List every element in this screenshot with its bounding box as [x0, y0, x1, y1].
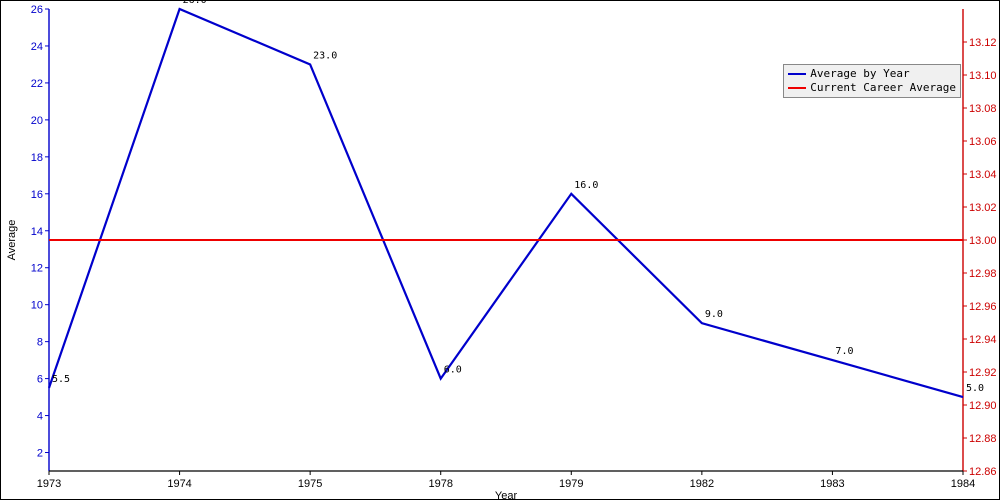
- y-left-tick-label: 24: [31, 41, 43, 53]
- x-tick-label: 1984: [951, 478, 975, 490]
- chart-container: 246810121416182022242612.8612.8812.9012.…: [0, 0, 1000, 500]
- data-point-label: 23.0: [313, 50, 337, 61]
- y-right-tick-label: 13.06: [969, 136, 997, 148]
- y-left-tick-label: 4: [37, 411, 43, 423]
- y-right-tick-label: 12.90: [969, 400, 997, 412]
- x-tick-label: 1983: [820, 478, 844, 490]
- x-tick-label: 1973: [37, 478, 61, 490]
- y-left-axis-title: Average: [6, 220, 18, 261]
- legend-item: Average by Year: [788, 67, 956, 81]
- y-left-tick-label: 20: [31, 115, 43, 127]
- y-right-tick-label: 13.00: [969, 235, 997, 247]
- x-tick-label: 1978: [428, 478, 452, 490]
- legend-label: Average by Year: [810, 67, 909, 81]
- x-tick-label: 1982: [690, 478, 714, 490]
- y-left-tick-label: 8: [37, 337, 43, 349]
- y-right-tick-label: 13.04: [969, 169, 997, 181]
- y-right-tick-label: 13.12: [969, 37, 997, 49]
- x-tick-label: 1975: [298, 478, 322, 490]
- y-right-tick-label: 13.08: [969, 103, 997, 115]
- x-tick-label: 1979: [559, 478, 583, 490]
- y-right-tick-label: 13.10: [969, 70, 997, 82]
- y-right-tick-label: 12.98: [969, 268, 997, 280]
- x-axis-title: Year: [495, 490, 518, 499]
- data-point-label: 5.5: [52, 374, 70, 385]
- data-point-label: 7.0: [835, 346, 853, 357]
- y-left-tick-label: 6: [37, 374, 43, 386]
- data-point-label: 6.0: [444, 365, 462, 376]
- data-point-label: 16.0: [574, 180, 598, 191]
- y-left-tick-label: 12: [31, 263, 43, 275]
- y-left-tick-label: 10: [31, 300, 43, 312]
- y-right-tick-label: 12.92: [969, 367, 997, 379]
- y-right-tick-label: 13.02: [969, 202, 997, 214]
- legend: Average by YearCurrent Career Average: [783, 64, 961, 98]
- legend-swatch: [788, 73, 806, 75]
- y-left-tick-label: 16: [31, 189, 43, 201]
- y-right-tick-label: 12.88: [969, 433, 997, 445]
- y-left-tick-label: 2: [37, 448, 43, 460]
- y-left-tick-label: 18: [31, 152, 43, 164]
- legend-swatch: [788, 87, 806, 89]
- y-left-tick-label: 26: [31, 4, 43, 16]
- legend-item: Current Career Average: [788, 81, 956, 95]
- y-left-tick-label: 22: [31, 78, 43, 90]
- y-right-tick-label: 12.96: [969, 301, 997, 313]
- y-right-tick-label: 12.94: [969, 334, 997, 346]
- y-right-tick-label: 12.86: [969, 466, 997, 478]
- legend-label: Current Career Average: [810, 81, 956, 95]
- data-point-label: 5.0: [966, 383, 984, 394]
- data-point-label: 9.0: [705, 309, 723, 320]
- x-tick-label: 1974: [167, 478, 191, 490]
- y-left-tick-label: 14: [31, 226, 43, 238]
- data-point-label: 26.0: [183, 1, 207, 6]
